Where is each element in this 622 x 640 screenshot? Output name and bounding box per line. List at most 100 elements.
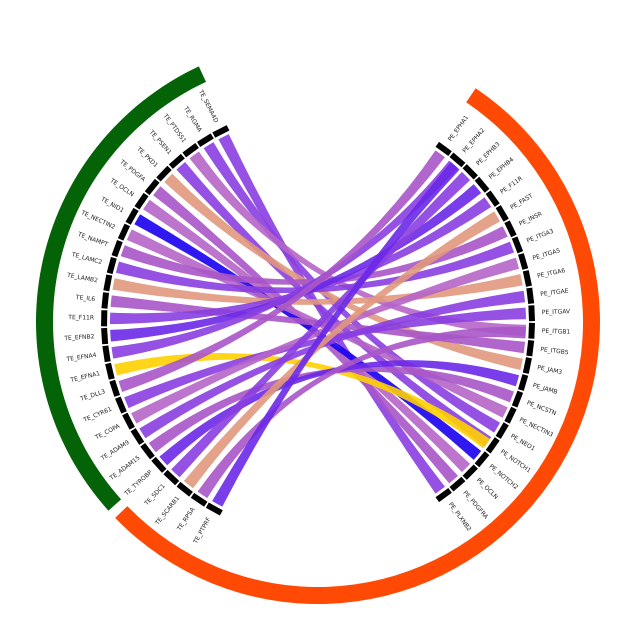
sector-label: PE_NOTCH2 [488,463,520,491]
tick [144,178,160,196]
tick [151,456,167,473]
sector-label: PE_OCLN [475,477,499,501]
sector-label: TE_F11R [67,314,94,321]
tick [168,153,185,169]
sector-label: TE_SDC1 [143,482,167,507]
link [124,307,526,409]
link [153,186,458,484]
link [114,353,490,449]
link [212,161,460,507]
sector-label: TE_SCARB1 [153,495,181,527]
link [171,171,471,478]
tick [163,469,180,486]
tick [102,345,111,363]
sector-label: PE_NCSTN [526,399,557,417]
sector-label: PE_ITGA3 [526,228,555,245]
sector-label: PE_INSR [518,211,543,228]
tick [101,292,110,309]
tick [485,437,500,454]
link [183,211,501,489]
link [197,326,526,499]
tick [522,270,532,287]
sector-label: PE_PDGFRA [461,490,490,522]
tick [495,422,509,439]
tick [115,396,127,414]
sector-label: TE_OCLN [108,177,135,199]
sector-label: PE_ITGB1 [542,328,571,336]
sector-label: TE_PKD1 [134,145,159,169]
tick [528,305,535,322]
link [131,257,520,424]
tick [111,240,123,258]
tick [449,476,466,492]
tick [435,487,452,503]
sector-label: TE_PTDSS1 [161,112,187,144]
tick [462,164,478,180]
tick [474,176,490,193]
tick [105,362,115,380]
sector-label: TE_DLL3 [79,388,107,403]
sector-label: TE_CYR61 [82,406,113,425]
tick [504,220,517,238]
sector-label: TE_PSEN1 [147,128,173,156]
sector-label: TE_RPSA [175,506,196,533]
tick [449,152,466,168]
tick [205,502,223,516]
sector-label: TE_LAMC2 [70,251,103,266]
tick [485,190,500,207]
tick [528,322,535,339]
sector-label: TE_NID1 [99,195,125,214]
tick [109,379,121,397]
tick [511,236,524,254]
tick [140,442,155,460]
tick [474,451,490,468]
sector-label: TE_LAMB2 [66,272,99,285]
tick [190,492,208,507]
sector-label: PE_PLXNB2 [447,501,473,533]
tick [125,207,139,225]
sector-label: PE_NOTCH1 [499,448,532,474]
tick [522,357,532,374]
tick [462,464,478,480]
tick [495,205,509,222]
sector-label: PE_FAST [509,192,534,211]
sector-label: PE_JAMB [532,382,558,396]
sector-label: TE_EFNA1 [69,370,101,384]
tick [182,142,199,158]
link [143,199,471,473]
link [218,134,445,494]
sector-label: PE_EPHB4 [488,156,516,181]
link [139,290,526,439]
link [176,161,492,447]
sector-label: PE_NECTIN3 [518,416,554,438]
tick [103,274,113,292]
tick [101,327,109,345]
sector-label: TE_PDGFA [118,158,147,184]
tick [212,125,230,138]
sector-arc [36,66,207,511]
sector-label: TE_ADAM15 [108,454,142,482]
sector-label: PE_ITGA6 [537,267,566,280]
sector-label: PE_ITGA5 [532,247,561,262]
tick [435,141,452,157]
tick [518,374,529,391]
sector-label: PE_ITGB5 [540,346,569,356]
sector-label: TE_SEMA4D [196,88,219,124]
sector-label: TE_TYROBP [123,469,154,498]
tick [504,406,517,424]
sector-label: TE_NAMPT [76,231,109,249]
tick [122,412,135,430]
tick [526,340,535,357]
sector-label: TE_EFNB2 [63,333,95,342]
tick [511,390,524,408]
sector-label: PE_F11R [499,175,524,196]
sector-label: TE_COPA [93,422,122,441]
sector-label: PE_EPHA2 [461,127,486,155]
sector-label: TE_PTPRF [192,516,213,546]
link [134,214,482,460]
tick [117,223,131,241]
sector-label: TE_IL6 [74,294,95,303]
sector-label: PE_EPHB3 [475,141,502,167]
sector-arc [115,88,600,604]
